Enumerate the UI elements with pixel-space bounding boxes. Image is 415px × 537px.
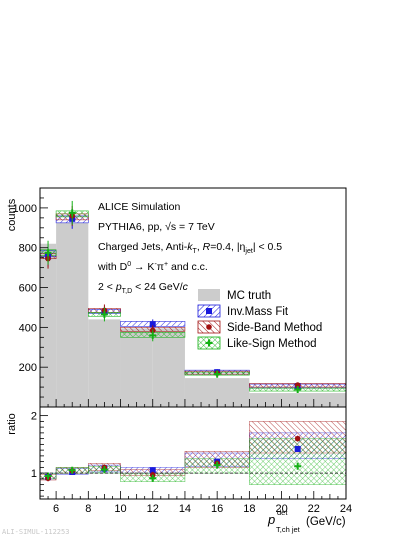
mc-truth-bar (88, 319, 121, 407)
x-axis-title: p det T,ch jet (GeV/c) (267, 508, 346, 534)
legend-entry-mc-truth: MC truth (198, 289, 271, 302)
y-tick-label-upper: 800 (19, 243, 37, 255)
svg-text:MC truth: MC truth (227, 290, 271, 302)
like-sign-method-point (213, 370, 221, 378)
annotation-jets: Charged Jets, Anti-kT, R=0.4, |ηjet| < 0… (98, 241, 282, 255)
y-tick-label-upper: 1000 (13, 203, 37, 215)
svg-text:Like-Sign Method: Like-Sign Method (227, 338, 317, 350)
svg-text:Inv.Mass Fit: Inv.Mass Fit (227, 306, 289, 318)
inv-mass-fit-ratio-point (149, 467, 156, 474)
like-sign-method-ratio-point (294, 462, 302, 470)
ratio-y-axis-title: ratio (6, 413, 18, 434)
like-sign-method-point (44, 249, 52, 257)
like-sign-method-ratio-point (44, 472, 52, 480)
like-sign-method-ratio-band (249, 438, 347, 485)
mc-truth-bar (120, 328, 153, 407)
mc-truth-bar (152, 328, 185, 407)
legend-entry-side-band-method: Side-Band Method (197, 320, 322, 334)
inv-mass-fit-ratio-point (294, 445, 301, 452)
y-tick-label-ratio: 1 (31, 468, 37, 480)
like-sign-method-ratio-point (149, 474, 157, 482)
footer-id: ALI-SIMUL-112253 (2, 528, 69, 536)
mc-truth-bar (249, 393, 346, 407)
y-tick-label-upper: 600 (19, 283, 37, 295)
y-tick-label-ratio: 2 (31, 411, 37, 423)
annotation-decay: with D0 → K-π+ and c.c. (97, 261, 208, 273)
like-sign-method-ratio-point (100, 466, 108, 474)
svg-text:(GeV/c): (GeV/c) (306, 516, 346, 528)
x-tick-label: 18 (243, 503, 255, 515)
x-tick-label: 20 (275, 503, 287, 515)
ratio-plot (39, 421, 347, 485)
inv-mass-fit-point (149, 321, 156, 328)
legend-entry-like-sign-method: Like-Sign Method (197, 336, 317, 350)
like-sign-method-point (149, 331, 157, 339)
x-tick-label: 8 (85, 503, 91, 515)
x-tick-label: 6 (53, 503, 59, 515)
upper-y-axis-title: counts (6, 198, 18, 231)
annotation-pt-range: 2 < pT,D < 24 GeV/c (98, 281, 189, 295)
annotation-title: ALICE Simulation (98, 201, 180, 213)
like-sign-method-ratio-point (213, 461, 221, 469)
like-sign-method-point (100, 310, 108, 318)
x-tick-label: 10 (114, 503, 126, 515)
like-sign-method-point (68, 209, 76, 217)
x-tick-label: 12 (147, 503, 159, 515)
like-sign-method-point (294, 385, 302, 393)
y-tick-label-upper: 200 (19, 362, 37, 374)
svg-text:Side-Band Method: Side-Band Method (227, 322, 322, 334)
svg-text:det: det (277, 508, 288, 517)
svg-text:p: p (267, 512, 275, 527)
side-band-method-ratio-point (294, 435, 301, 442)
mc-truth-bar (40, 243, 57, 407)
x-tick-label: 16 (211, 503, 223, 515)
legend-entry-inv-mass-fit: Inv.Mass Fit (197, 304, 289, 318)
mc-truth-bar (56, 222, 89, 407)
legend: MC truth Inv.Mass Fit Side-Band Method L… (197, 289, 322, 350)
side-band-method-point (294, 382, 301, 388)
y-tick-label-upper: 400 (19, 322, 37, 334)
x-tick-label: 22 (308, 503, 320, 515)
like-sign-method-ratio-point (68, 466, 76, 474)
x-tick-label: 24 (340, 503, 352, 515)
svg-text:T,ch jet: T,ch jet (276, 525, 301, 534)
x-tick-label: 14 (179, 503, 191, 515)
annotation-generator: PYTHIA6, pp, √s = 7 TeV (98, 221, 215, 233)
upper-plot (39, 200, 347, 407)
